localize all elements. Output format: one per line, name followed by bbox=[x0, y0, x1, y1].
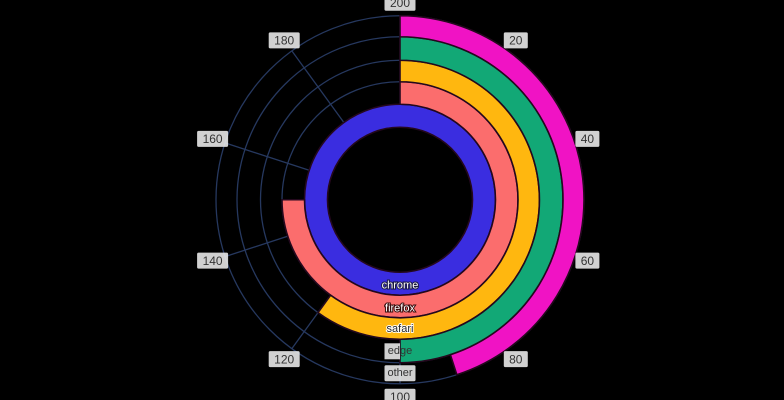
svg-text:80: 80 bbox=[509, 352, 523, 366]
svg-text:edge: edge bbox=[388, 345, 412, 357]
svg-text:other: other bbox=[387, 367, 412, 379]
svg-text:200: 200 bbox=[390, 0, 410, 10]
svg-text:safari: safari bbox=[387, 323, 414, 335]
svg-text:100: 100 bbox=[390, 390, 410, 400]
svg-text:firefox: firefox bbox=[385, 302, 415, 314]
svg-text:40: 40 bbox=[581, 132, 595, 146]
svg-text:20: 20 bbox=[509, 34, 523, 48]
svg-text:140: 140 bbox=[203, 254, 223, 268]
svg-text:160: 160 bbox=[203, 132, 223, 146]
svg-text:180: 180 bbox=[274, 34, 294, 48]
svg-text:chrome: chrome bbox=[382, 279, 419, 291]
svg-text:120: 120 bbox=[274, 352, 294, 366]
svg-text:60: 60 bbox=[581, 254, 595, 268]
